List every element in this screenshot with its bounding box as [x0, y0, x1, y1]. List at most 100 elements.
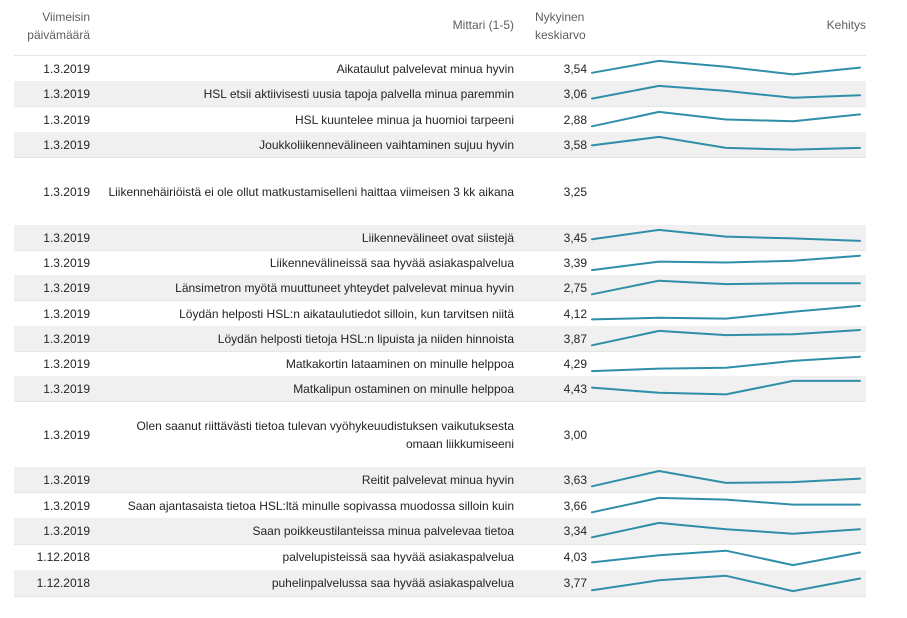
trend-line [591, 304, 861, 321]
row-average: 2,88 [563, 112, 587, 127]
row-measure: Löydän helposti tietoja HSL:n lipuista j… [217, 331, 514, 346]
row-date: 1.3.2019 [43, 184, 90, 199]
trend-sparkline[interactable] [590, 493, 862, 518]
trend-line [591, 84, 861, 100]
row-average: 2,75 [563, 280, 587, 295]
trend-sparkline[interactable] [590, 544, 862, 570]
row-date: 1.3.2019 [43, 472, 90, 487]
row-average: 3,00 [563, 427, 587, 442]
column-header-average[interactable]: Nykyinen keskiarvo [535, 8, 615, 44]
column-header-trend[interactable]: Kehitys [826, 18, 866, 32]
row-average: 3,34 [563, 524, 587, 538]
trend-sparkline[interactable] [590, 351, 862, 376]
row-measure: Matkakortin lataaminen on minulle helppo… [285, 356, 514, 371]
row-date: 1.12.2018 [36, 550, 90, 564]
row-measure: Liikennevälineet ovat siistejä [361, 230, 514, 245]
trend-line [591, 254, 861, 272]
trend-line [591, 59, 861, 76]
row-measure: Länsimetron myötä muuttuneet yhteydet pa… [175, 280, 514, 295]
trend-sparkline[interactable] [590, 250, 862, 275]
table-row[interactable]: 1.12.2018 puhelinpalvelussa saa hyvää asi… [14, 570, 866, 597]
row-date: 1.3.2019 [43, 112, 90, 127]
table-row[interactable]: 1.3.2019 Liikennevälineet ovat siistejä 3,… [14, 225, 866, 251]
row-average: 4,43 [563, 381, 587, 396]
table-row[interactable]: 1.3.2019 Löydän helposti HSL:n aikataulut… [14, 301, 866, 327]
trend-sparkline[interactable] [590, 376, 862, 401]
date-header-line2: päivämäärä [27, 28, 90, 42]
trend-sparkline[interactable] [590, 275, 862, 300]
row-average: 3,06 [563, 86, 587, 101]
table-row[interactable]: 1.3.2019 HSL etsii aktiivisesti uusia tap… [14, 81, 866, 107]
row-date: 1.3.2019 [43, 61, 90, 76]
table-row[interactable]: 1.3.2019 Länsimetron myötä muuttuneet yht… [14, 275, 866, 301]
row-measure: Löydän helposti HSL:n aikataulutiedot si… [179, 306, 514, 321]
row-measure: Saan ajantasaista tietoa HSL:ltä minulle… [127, 498, 514, 513]
trend-line [591, 135, 861, 151]
trend-sparkline[interactable] [590, 107, 862, 132]
trend-sparkline[interactable] [590, 326, 862, 351]
row-date: 1.3.2019 [43, 498, 90, 513]
row-measure: Aikataulut palvelevat minua hyvin [336, 61, 514, 76]
trend-sparkline[interactable] [590, 518, 862, 544]
row-measure: Olen saanut riittävästi tietoa tulevan v… [136, 418, 514, 451]
trend-sparkline[interactable] [590, 570, 862, 596]
row-measure: HSL kuuntelee minua ja huomioi tarpeeni [294, 112, 514, 127]
trend-line [591, 355, 861, 373]
table-row[interactable]: 1.3.2019 Matkakortin lataaminen on minull… [14, 351, 866, 377]
trend-sparkline[interactable] [590, 225, 862, 250]
table-row[interactable]: 1.3.2019 Olen saanut riittävästi tietoa t… [14, 402, 866, 468]
trend-line [591, 110, 861, 128]
trend-line [591, 521, 861, 539]
row-average: 3,45 [563, 230, 587, 245]
table-header: Viimeisin päivämäärä Mittari (1-5) Nykyi… [14, 0, 866, 56]
trend-line [591, 279, 861, 296]
table-row[interactable]: 1.3.2019 Aikataulut palvelevat minua hyvi… [14, 56, 866, 82]
trend-line [591, 379, 861, 396]
table-row[interactable]: 1.3.2019 HSL kuuntelee minua ja huomioi t… [14, 107, 866, 133]
trend-line [591, 329, 861, 347]
column-header-date[interactable]: Viimeisin päivämäärä [14, 8, 90, 44]
trend-sparkline[interactable] [590, 301, 862, 326]
table-row[interactable]: 1.12.2018 palvelupisteissä saa hyvää asia… [14, 544, 866, 571]
table-row[interactable]: 1.3.2019 Matkalipun ostaminen on minulle … [14, 376, 866, 402]
avg-header-line1: Nykyinen [535, 10, 585, 24]
column-header-measure[interactable]: Mittari (1-5) [452, 18, 514, 32]
table-row[interactable]: 1.3.2019 Saan poikkeustilanteissa minua p… [14, 518, 866, 545]
trend-sparkline[interactable] [590, 81, 862, 106]
row-measure: Saan poikkeustilanteissa minua palveleva… [252, 524, 515, 538]
row-date: 1.3.2019 [43, 255, 90, 270]
trend-sparkline[interactable] [590, 56, 862, 81]
trend-line [591, 496, 861, 514]
row-average: 4,12 [563, 306, 587, 321]
row-measure: HSL etsii aktiivisesti uusia tapoja palv… [203, 86, 514, 101]
row-measure: Reitit palvelevat minua hyvin [361, 472, 514, 487]
row-measure: palvelupisteissä saa hyvää asiakaspalvel… [282, 550, 514, 564]
row-average: 3,58 [563, 137, 587, 152]
row-average: 3,87 [563, 331, 587, 346]
row-date: 1.3.2019 [43, 86, 90, 101]
measures-table: Viimeisin päivämäärä Mittari (1-5) Nykyi… [14, 0, 866, 597]
table-row[interactable]: 1.3.2019 Löydän helposti tietoja HSL:n li… [14, 326, 866, 352]
table-row[interactable]: 1.3.2019 Liikennevälineissä saa hyvää asi… [14, 250, 866, 276]
table-row[interactable]: 1.3.2019 Joukkoliikennevälineen vaihtamin… [14, 132, 866, 158]
table-row[interactable]: 1.3.2019 Liikennehäiriöistä ei ole ollut … [14, 158, 866, 226]
row-date: 1.3.2019 [43, 524, 90, 538]
date-header-line1: Viimeisin [42, 10, 90, 24]
trend-line [591, 470, 861, 488]
row-average: 4,03 [563, 550, 587, 564]
row-measure: Liikennehäiriöistä ei ole ollut matkusta… [108, 184, 514, 199]
row-measure: puhelinpalvelussa saa hyvää asiakaspalve… [271, 576, 514, 590]
row-date: 1.3.2019 [43, 137, 90, 152]
row-date: 1.12.2018 [36, 576, 90, 590]
table-row[interactable]: 1.3.2019 Reitit palvelevat minua hyvin 3,6… [14, 467, 866, 493]
row-measure: Liikennevälineissä saa hyvää asiakaspalv… [269, 255, 514, 270]
row-average: 3,77 [563, 576, 587, 590]
row-average: 4,29 [563, 356, 587, 371]
trend-sparkline[interactable] [590, 467, 862, 492]
row-average: 3,54 [563, 61, 587, 76]
trend-sparkline[interactable] [590, 132, 862, 157]
row-date: 1.3.2019 [43, 280, 90, 295]
row-average: 3,25 [563, 184, 587, 199]
table-row[interactable]: 1.3.2019 Saan ajantasaista tietoa HSL:ltä… [14, 493, 866, 519]
row-measure: Matkalipun ostaminen on minulle helppoa [293, 381, 514, 396]
